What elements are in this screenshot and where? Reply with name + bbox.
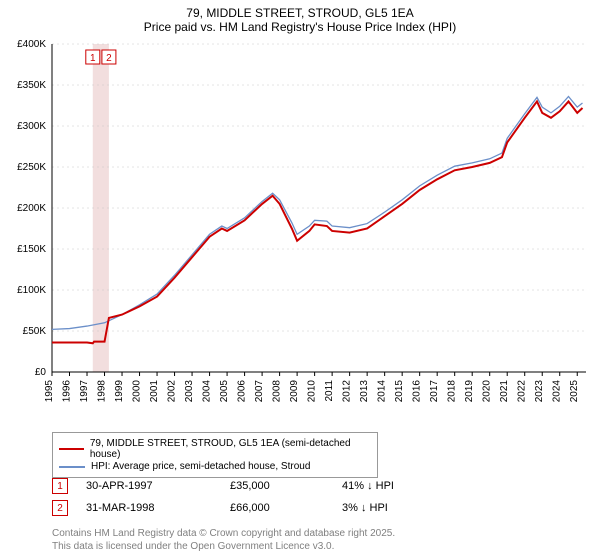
x-tick-label: 1997 [79, 380, 90, 403]
x-tick-label: 2012 [342, 380, 353, 403]
x-tick-label: 2006 [237, 380, 248, 403]
x-tick-label: 1999 [114, 380, 125, 403]
x-tick-label: 2025 [569, 380, 580, 403]
y-tick-label: £50K [23, 326, 47, 337]
x-tick-label: 2018 [447, 380, 458, 403]
y-tick-label: £400K [17, 39, 46, 50]
table-cell-delta: 41% ↓ HPI [342, 480, 394, 492]
x-tick-label: 2015 [394, 380, 405, 403]
x-tick-label: 2001 [149, 380, 160, 403]
legend-swatch [59, 448, 84, 450]
sale-marker-label: 1 [90, 53, 96, 64]
x-tick-label: 2020 [482, 380, 493, 403]
x-tick-label: 2013 [359, 380, 370, 403]
x-tick-label: 2009 [289, 380, 300, 403]
table-cell-price: £66,000 [230, 502, 270, 514]
table-cell-price: £35,000 [230, 480, 270, 492]
footer-line1: Contains HM Land Registry data © Crown c… [52, 528, 395, 541]
x-tick-label: 2004 [202, 380, 213, 403]
series-line [52, 101, 582, 343]
legend-label: HPI: Average price, semi-detached house,… [91, 461, 310, 472]
legend: 79, MIDDLE STREET, STROUD, GL5 1EA (semi… [52, 432, 378, 478]
sale-marker-label: 2 [106, 53, 112, 64]
x-tick-label: 2017 [429, 380, 440, 403]
y-tick-label: £300K [17, 121, 46, 132]
x-tick-label: 2005 [219, 380, 230, 403]
y-tick-label: £150K [17, 244, 46, 255]
x-tick-label: 2007 [254, 380, 265, 403]
x-tick-label: 2010 [307, 380, 318, 403]
x-tick-label: 2024 [552, 380, 563, 403]
y-tick-label: £100K [17, 285, 46, 296]
x-tick-label: 2019 [464, 380, 475, 403]
x-tick-label: 2022 [517, 380, 528, 403]
x-tick-label: 2011 [324, 380, 335, 402]
table-cell-date: 31-MAR-1998 [86, 502, 154, 514]
footer-line2: This data is licensed under the Open Gov… [52, 541, 395, 554]
x-tick-label: 1998 [97, 380, 108, 403]
legend-row: HPI: Average price, semi-detached house,… [59, 461, 371, 472]
x-tick-label: 2002 [167, 380, 178, 403]
legend-swatch [59, 466, 85, 468]
x-tick-label: 2000 [132, 380, 143, 403]
footer-attribution: Contains HM Land Registry data © Crown c… [52, 528, 395, 553]
x-tick-label: 2016 [412, 380, 423, 403]
y-tick-label: £200K [17, 203, 46, 214]
x-tick-label: 1996 [62, 380, 73, 403]
x-tick-label: 1995 [44, 380, 55, 403]
table-row: 2 31-MAR-1998 £66,000 3% ↓ HPI [52, 500, 522, 516]
y-tick-label: £0 [35, 367, 47, 378]
price-paid-band [93, 44, 109, 372]
legend-row: 79, MIDDLE STREET, STROUD, GL5 1EA (semi… [59, 438, 371, 460]
series-line [52, 96, 582, 329]
y-tick-label: £250K [17, 162, 46, 173]
x-tick-label: 2014 [377, 380, 388, 403]
table-cell-delta: 3% ↓ HPI [342, 502, 388, 514]
price-chart: £0 £50K £100K £150K £200K £250K £300K £350K £400… [0, 0, 600, 430]
table-cell-date: 30-APR-1997 [86, 480, 153, 492]
table-row: 1 30-APR-1997 £35,000 41% ↓ HPI [52, 478, 522, 494]
legend-label: 79, MIDDLE STREET, STROUD, GL5 1EA (semi… [90, 438, 371, 460]
x-tick-label: 2021 [499, 380, 510, 403]
table-marker: 2 [52, 500, 68, 516]
table-marker: 1 [52, 478, 68, 494]
chart-container: 79, MIDDLE STREET, STROUD, GL5 1EA Price… [0, 0, 600, 560]
x-tick-label: 2023 [534, 380, 545, 403]
x-tick-label: 2003 [184, 380, 195, 403]
x-tick-label: 2008 [272, 380, 283, 403]
y-tick-label: £350K [17, 80, 46, 91]
